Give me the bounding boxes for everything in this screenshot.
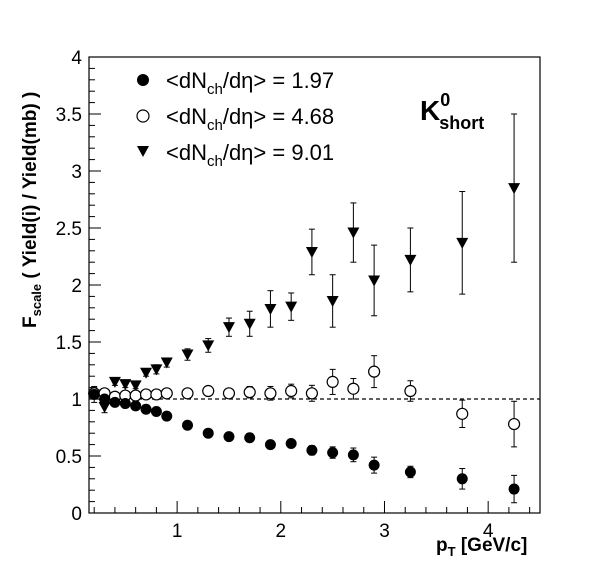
data-point: [285, 384, 298, 398]
data-point: [222, 322, 235, 334]
data-point: [160, 357, 173, 369]
data-point: [285, 301, 298, 313]
x-ticks: [93, 501, 531, 513]
legend-entry-1: <dNch/dη> = 1.97: [166, 68, 334, 98]
data-point: [327, 447, 339, 459]
data-point: [108, 376, 121, 388]
data-point: [88, 388, 100, 400]
y-tick-label: 3: [71, 162, 82, 183]
y-tick-label: 0: [71, 504, 82, 525]
y-tick-label: 1.5: [56, 333, 82, 354]
data-point: [368, 365, 381, 378]
data-point: [119, 379, 132, 391]
data-point: [243, 386, 256, 399]
data-point: [202, 427, 214, 439]
legend-entry-3: <dNch/dη> = 9.01: [166, 140, 334, 170]
data-point: [129, 389, 142, 402]
data-point: [181, 387, 194, 400]
data-point: [368, 459, 380, 471]
x-tick-label: 3: [379, 521, 390, 542]
data-point: [264, 303, 277, 315]
data-point: [181, 419, 193, 431]
data-point: [129, 380, 142, 392]
data-point: [139, 388, 153, 401]
y-tick-label: 1: [71, 390, 82, 411]
y-tick-labels: 0 0.5 1 1.5 2 2.5 3 3.5 4: [56, 48, 83, 525]
legend-marker-filled-circle: [137, 74, 149, 86]
data-point: [456, 407, 469, 420]
x-tick-label: 4: [483, 521, 494, 542]
y-ticks: [89, 56, 101, 514]
legend: <dNch/dη> = 1.97 <dNch/dη> = 4.68 <dNch/…: [136, 68, 334, 170]
y-tick-label: 0.5: [56, 447, 82, 468]
data-point: [456, 237, 469, 249]
data-point: [140, 367, 153, 379]
x-tick-labels: 1 2 3 4: [172, 521, 494, 542]
data-point: [243, 318, 256, 330]
x-tick-label: 1: [172, 521, 183, 542]
data-point: [119, 398, 131, 410]
y-tick-label: 2: [71, 276, 82, 297]
data-point: [130, 400, 142, 412]
data-point: [404, 254, 417, 266]
data-point: [98, 401, 111, 413]
data-point: [264, 439, 276, 451]
data-point: [508, 183, 521, 195]
series-open-circle: [88, 355, 521, 448]
data-point: [161, 410, 173, 422]
data-point: [305, 246, 318, 258]
data-point: [306, 444, 318, 456]
data-point: [326, 295, 339, 307]
data-point: [305, 387, 319, 400]
data-point: [244, 432, 256, 444]
data-point: [347, 227, 360, 239]
data-point: [507, 417, 521, 431]
data-point: [456, 473, 468, 485]
data-point: [347, 382, 360, 395]
data-point: [181, 349, 194, 361]
legend-marker-down-triangle: [137, 146, 149, 157]
data-point: [404, 384, 417, 398]
particle-annotation: K0 short: [420, 90, 484, 133]
data-point: [508, 483, 520, 495]
data-point: [202, 384, 215, 398]
data-point: [99, 393, 111, 405]
data-point: [223, 431, 235, 443]
y-axis-title: Fscale ( Yield(i) / Yield(mb) ): [20, 92, 44, 328]
series-filled-down-triangle: [88, 113, 521, 414]
x-tick-label: 2: [276, 521, 287, 542]
data-point: [140, 403, 152, 415]
y-tick-label: 3.5: [56, 105, 82, 126]
series-layer: [88, 113, 521, 504]
data-point: [150, 388, 163, 401]
data-point: [368, 275, 381, 287]
data-point: [347, 449, 359, 461]
series-filled-circle: [88, 388, 520, 504]
legend-marker-open-circle: [136, 109, 150, 123]
data-point: [150, 406, 162, 418]
data-point: [202, 340, 215, 352]
y-tick-label: 2.5: [56, 219, 82, 240]
data-point: [150, 364, 163, 376]
legend-entry-2: <dNch/dη> = 4.68: [166, 104, 334, 134]
data-point: [264, 387, 277, 400]
data-point: [160, 387, 173, 400]
data-point: [285, 437, 297, 449]
y-tick-label: 4: [71, 48, 82, 69]
data-point: [326, 375, 339, 388]
data-point: [109, 396, 121, 408]
x-axis-title: pT [GeV/c]: [436, 535, 527, 559]
data-point: [404, 466, 416, 478]
data-point: [222, 387, 236, 400]
